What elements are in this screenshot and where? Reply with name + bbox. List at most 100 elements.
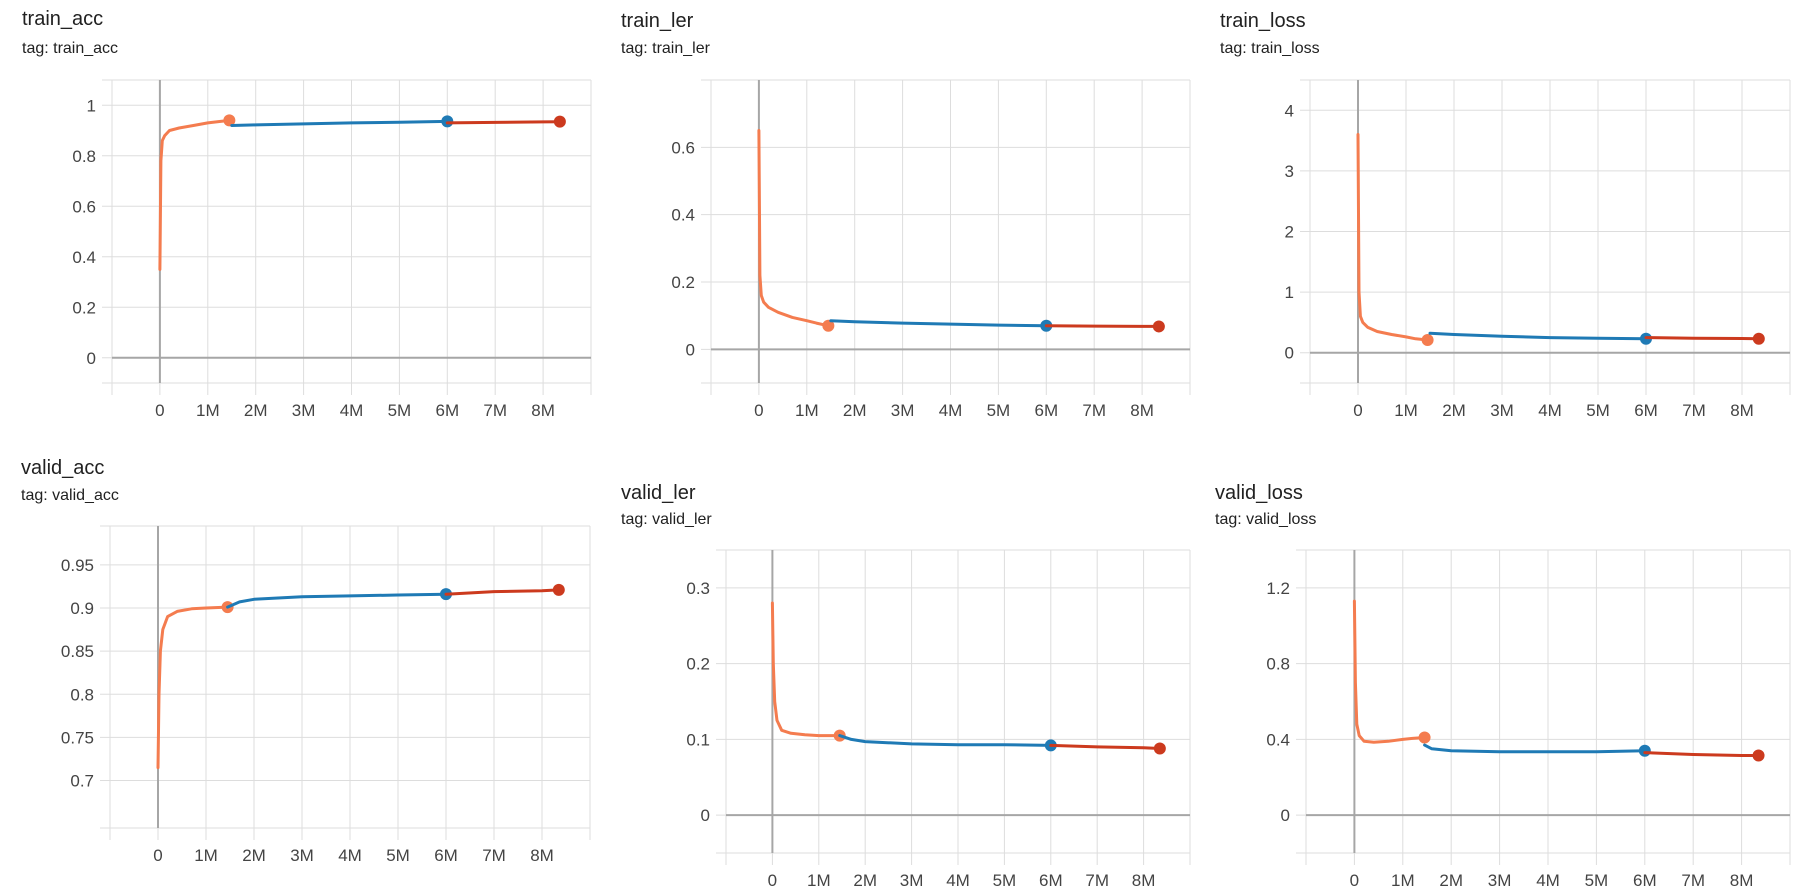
- x-tick-label: 0: [768, 871, 777, 890]
- x-tick-label: 7M: [1682, 401, 1706, 420]
- series-end-marker: [223, 114, 236, 127]
- x-tick-label: 3M: [290, 846, 314, 865]
- x-tick-label: 5M: [1585, 871, 1609, 890]
- chart-tag: tag: valid_ler: [621, 511, 712, 528]
- y-tick-label: 0.6: [671, 138, 695, 157]
- chart-title: valid_acc: [21, 457, 105, 479]
- x-tick-label: 3M: [1488, 871, 1512, 890]
- y-tick-label: 0.2: [686, 655, 710, 674]
- y-tick-label: 0.9: [70, 599, 94, 618]
- x-tick-label: 4M: [1536, 871, 1560, 890]
- chart-plot[interactable]: 0 1M 2M 3M 4M 5M 6M 7M 8M 0 0.2 0.4 0.6: [600, 0, 1200, 420]
- x-tick-label: 6M: [1633, 871, 1657, 890]
- x-tick-label: 1M: [1394, 401, 1418, 420]
- x-tick-label: 8M: [1130, 401, 1154, 420]
- series-end-marker: [1418, 731, 1431, 744]
- chart-panel-train-ler: train_ler tag: train_ler 0 1M 2M 3M 4M 5M 6M 7M…: [600, 0, 1200, 420]
- chart-plot[interactable]: 0 1M 2M 3M 4M 5M 6M 7M 8M 0 0.2 0.4 0.6 0.8 1: [0, 0, 600, 420]
- series-line: [158, 118, 231, 271]
- x-tick-label: 6M: [1634, 401, 1658, 420]
- y-tick-label: 0.8: [70, 685, 94, 704]
- series-end-marker: [1152, 320, 1165, 333]
- x-tick-label: 5M: [987, 401, 1011, 420]
- x-tick-label: 2M: [242, 846, 266, 865]
- x-tick-label: 6M: [1034, 401, 1058, 420]
- x-tick-label: 4M: [939, 401, 963, 420]
- series-line: [1356, 133, 1430, 342]
- series-line: [444, 588, 561, 596]
- x-tick-label: 7M: [1681, 871, 1705, 890]
- y-tick-label: 0.4: [671, 206, 695, 225]
- x-tick-label: 1M: [1391, 871, 1415, 890]
- chart-panel-valid-loss: valid_loss tag: valid_loss 0 1M 2M 3M 4M 5M 6M…: [1200, 440, 1803, 896]
- x-tick-label: 1M: [196, 401, 220, 420]
- chart-title: valid_loss: [1215, 482, 1303, 504]
- x-tick-label: 3M: [292, 401, 316, 420]
- y-tick-label: 1: [1285, 283, 1294, 302]
- x-tick-label: 3M: [891, 401, 915, 420]
- x-tick-label: 1M: [194, 846, 218, 865]
- x-tick-label: 4M: [340, 401, 364, 420]
- chart-plot[interactable]: 0 1M 2M 3M 4M 5M 6M 7M 8M 0 0.4 0.8 1.2: [1200, 440, 1803, 896]
- x-tick-label: 8M: [530, 846, 554, 865]
- x-tick-label: 1M: [807, 871, 831, 890]
- series-line: [1644, 336, 1761, 341]
- series-line: [1049, 743, 1162, 750]
- series-end-marker: [1153, 742, 1166, 755]
- x-tick-label: 3M: [1490, 401, 1514, 420]
- x-tick-label: 2M: [853, 871, 877, 890]
- x-tick-label: 2M: [244, 401, 268, 420]
- chart-tag: tag: train_ler: [621, 40, 710, 57]
- x-tick-label: 3M: [900, 871, 924, 890]
- chart-tag: tag: valid_loss: [1215, 511, 1317, 528]
- y-tick-label: 2: [1285, 223, 1294, 242]
- x-tick-label: 6M: [1039, 871, 1063, 890]
- y-tick-label: 4: [1285, 101, 1294, 120]
- x-tick-label: 5M: [993, 871, 1017, 890]
- x-tick-label: 8M: [1730, 401, 1754, 420]
- x-tick-label: 6M: [434, 846, 458, 865]
- x-tick-label: 5M: [386, 846, 410, 865]
- y-tick-label: 0.85: [61, 642, 94, 661]
- y-tick-label: 0: [87, 349, 96, 368]
- y-tick-label: 0.2: [671, 273, 695, 292]
- series-line: [757, 129, 830, 328]
- x-tick-label: 4M: [946, 871, 970, 890]
- y-tick-label: 0.4: [1266, 730, 1290, 749]
- chart-plot[interactable]: 0 1M 2M 3M 4M 5M 6M 7M 8M 0 0.1 0.2 0.3: [600, 440, 1200, 896]
- y-tick-label: 0.1: [686, 730, 710, 749]
- series-end-marker: [553, 115, 566, 128]
- x-tick-label: 5M: [1586, 401, 1610, 420]
- series-line: [156, 605, 230, 770]
- series-line: [230, 119, 449, 127]
- chart-title: train_ler: [621, 10, 694, 32]
- y-tick-label: 0.75: [61, 728, 94, 747]
- x-tick-label: 1M: [795, 401, 819, 420]
- series-line: [1423, 743, 1647, 754]
- y-tick-label: 3: [1285, 162, 1294, 181]
- chart-title: valid_ler: [621, 482, 696, 504]
- y-tick-label: 0.95: [61, 556, 94, 575]
- x-tick-label: 4M: [1538, 401, 1562, 420]
- x-tick-label: 8M: [1132, 871, 1156, 890]
- x-tick-label: 0: [754, 401, 763, 420]
- y-tick-label: 0: [1281, 806, 1290, 825]
- x-tick-label: 8M: [1730, 871, 1754, 890]
- chart-plot[interactable]: 0 1M 2M 3M 4M 5M 6M 7M 8M 0.7 0.75 0.8 0.85 0.9 0.95: [0, 440, 600, 896]
- chart-title: train_loss: [1220, 10, 1306, 32]
- y-tick-label: 0.7: [70, 772, 94, 791]
- y-tick-label: 0.8: [72, 147, 96, 166]
- series-end-marker: [1752, 332, 1765, 345]
- x-tick-label: 0: [1350, 871, 1359, 890]
- x-tick-label: 7M: [483, 401, 507, 420]
- chart-plot[interactable]: 0 1M 2M 3M 4M 5M 6M 7M 8M 0 1 2 3 4: [1200, 0, 1803, 420]
- y-tick-label: 0.3: [686, 579, 710, 598]
- chart-panel-valid-ler: valid_ler tag: valid_ler 0 1M 2M 3M 4M 5M 6M 7M…: [600, 440, 1200, 896]
- y-tick-label: 0: [1285, 344, 1294, 363]
- series-line: [1428, 331, 1648, 341]
- series-end-marker: [1638, 744, 1651, 757]
- x-tick-label: 0: [1353, 401, 1362, 420]
- chart-panel-valid-acc: valid_acc tag: valid_acc 0 1M 2M 3M 4M 5M 6M 7M…: [0, 440, 600, 896]
- series-line: [770, 601, 842, 738]
- y-tick-label: 0: [701, 806, 710, 825]
